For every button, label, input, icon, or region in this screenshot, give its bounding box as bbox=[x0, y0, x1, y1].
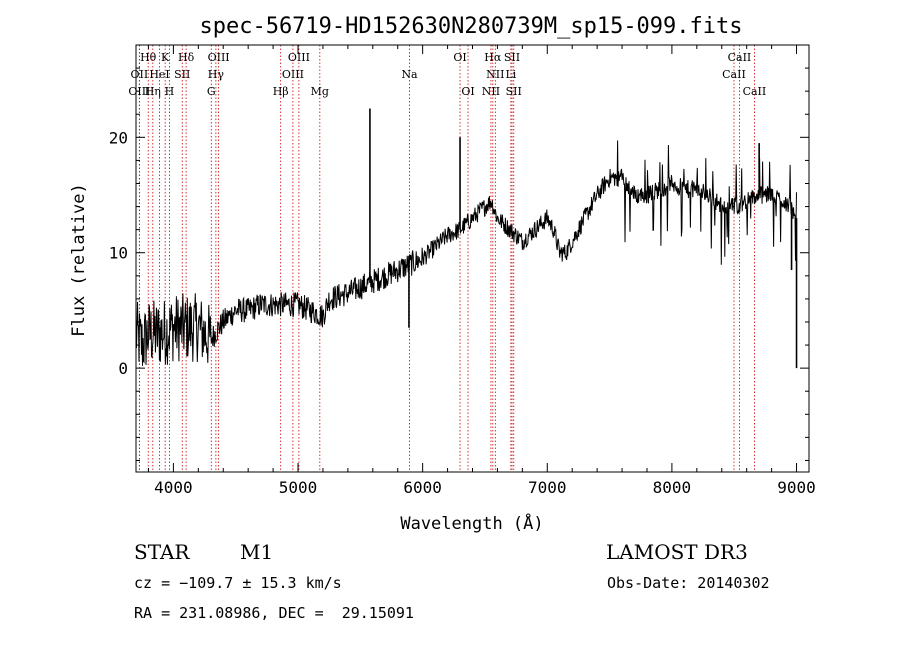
emission-line-label: OIII bbox=[282, 68, 304, 81]
x-tick-label: 6000 bbox=[403, 478, 442, 497]
y-tick-label: 20 bbox=[109, 128, 128, 147]
chart-title: spec-56719-HD152630N280739M_sp15-099.fit… bbox=[199, 14, 742, 39]
emission-line-label: Li bbox=[505, 68, 516, 81]
emission-line-label: SII bbox=[504, 51, 520, 64]
emission-line-label: Mg bbox=[311, 85, 329, 98]
y-tick-label: 0 bbox=[118, 359, 128, 378]
emission-line-label: OIII bbox=[208, 51, 230, 64]
y-axis-label: Flux (relative) bbox=[69, 183, 89, 337]
x-tick-label: 7000 bbox=[528, 478, 567, 497]
emission-line-label: NII bbox=[482, 85, 500, 98]
object-subclass: M1 bbox=[240, 540, 274, 564]
emission-line-label: K bbox=[161, 51, 170, 64]
x-axis-ticks: 4000 5000 6000 7000 8000 9000 bbox=[147, 45, 816, 497]
plot-frame bbox=[135, 44, 810, 473]
emission-line-label: Hγ bbox=[208, 68, 225, 81]
emission-line-label: CaII bbox=[743, 85, 767, 98]
x-axis-label: Wavelength (Å) bbox=[400, 512, 543, 534]
emission-line-label: CaII bbox=[722, 68, 746, 81]
x-tick-label: 8000 bbox=[653, 478, 692, 497]
emission-line-label: Hθ bbox=[140, 51, 157, 64]
emission-line-label: Hη bbox=[145, 85, 161, 98]
emission-line-label: CaII bbox=[728, 51, 752, 64]
coordinates: RA = 231.08986, DEC = 29.15091 bbox=[134, 604, 414, 622]
x-tick-label: 5000 bbox=[279, 478, 318, 497]
emission-line-markers bbox=[138, 45, 755, 472]
spectrum-line bbox=[135, 140, 797, 366]
x-tick-label: 9000 bbox=[777, 478, 816, 497]
y-tick-label: 10 bbox=[109, 244, 128, 263]
emission-line-label: OI bbox=[453, 51, 466, 64]
emission-line-label: SII bbox=[174, 68, 190, 81]
emission-line-label: OIII bbox=[288, 51, 310, 64]
emission-line-label: H bbox=[165, 85, 175, 98]
emission-line-label: Hβ bbox=[273, 85, 289, 98]
cz-velocity: cz = −109.7 ± 15.3 km/s bbox=[134, 574, 342, 592]
emission-line-label: Hδ bbox=[178, 51, 195, 64]
emission-line-label: HeI bbox=[149, 68, 169, 81]
emission-line-label: OII bbox=[131, 68, 149, 81]
emission-line-label: Na bbox=[401, 68, 418, 81]
emission-line-label: NII bbox=[486, 68, 504, 81]
emission-line-label: Hα bbox=[484, 51, 502, 64]
survey-name: LAMOST DR3 bbox=[606, 540, 748, 564]
emission-line-label: OI bbox=[461, 85, 474, 98]
object-class: STAR bbox=[134, 540, 190, 564]
emission-line-label: G bbox=[207, 85, 216, 98]
obs-date: Obs-Date: 20140302 bbox=[607, 574, 770, 592]
spectrum-spikes bbox=[369, 108, 798, 369]
y-axis-ticks: 0 10 20 bbox=[109, 44, 809, 461]
x-tick-label: 4000 bbox=[154, 478, 193, 497]
emission-line-label: SII bbox=[506, 85, 522, 98]
